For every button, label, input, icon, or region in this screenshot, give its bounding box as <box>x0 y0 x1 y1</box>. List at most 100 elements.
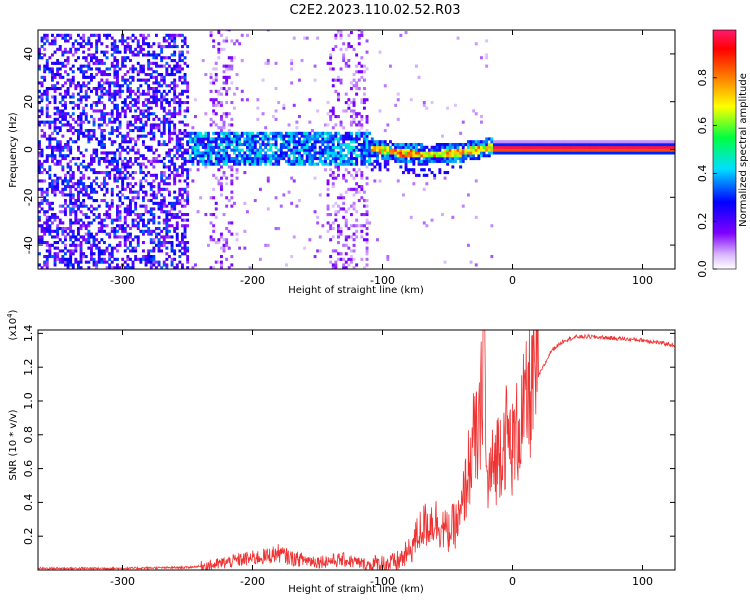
y-tick-label: -20 <box>22 188 35 206</box>
spectrogram-cell <box>607 151 611 155</box>
spectrogram-cell <box>149 112 153 116</box>
spectrogram-cell <box>191 179 195 183</box>
spectrogram-cell <box>363 137 366 141</box>
spectrogram-cell <box>326 151 330 155</box>
spectrogram-cell <box>360 157 364 161</box>
spectrogram-cell <box>274 140 278 144</box>
spectrogram-cell <box>40 112 44 116</box>
spectrogram-cell <box>61 50 65 54</box>
spectrogram-cell <box>602 148 606 152</box>
spectrogram-cell <box>365 204 369 208</box>
spectrogram-cell <box>116 210 119 214</box>
spectrogram-cell <box>220 165 223 169</box>
spectrogram-cell <box>186 182 190 186</box>
spectrogram-cell <box>134 53 138 57</box>
spectrogram-cell <box>201 140 205 144</box>
spectrogram-cell <box>352 249 356 253</box>
spectrogram-cell <box>329 159 333 163</box>
spectrogram-cell <box>298 115 301 119</box>
spectrogram-cell <box>235 162 239 166</box>
spectrogram-cell <box>357 134 361 138</box>
spectrogram-cell <box>308 151 312 155</box>
spectrogram-cell <box>347 42 351 46</box>
spectrogram-cell <box>97 249 101 253</box>
spectrogram-cell <box>386 123 390 127</box>
spectrogram-cell <box>87 207 91 211</box>
spectrogram-cell <box>64 89 67 93</box>
spectrogram-cell <box>142 154 145 158</box>
spectrogram-cell <box>318 235 322 239</box>
spectrogram-cell <box>438 159 442 163</box>
spectrogram-cell <box>79 117 83 121</box>
spectrogram-cell <box>183 134 187 138</box>
spectrogram-cell <box>181 33 184 37</box>
spectrogram-cell <box>417 159 421 163</box>
spectrogram-cell <box>664 140 668 144</box>
spectrogram-cell <box>58 115 62 119</box>
spectrogram-cell <box>433 148 437 152</box>
spectrogram-cell <box>331 106 335 110</box>
spectrogram-cell <box>139 179 143 183</box>
spectrogram-cell <box>269 137 273 141</box>
spectrogram-cell <box>116 215 119 219</box>
spectrogram-cell <box>92 235 96 239</box>
spectrogram-cell <box>230 204 234 208</box>
spectrogram-cell <box>147 33 151 37</box>
spectrogram-cell <box>435 145 439 149</box>
spectrogram-cell <box>412 159 416 163</box>
spectrogram-cell <box>61 193 65 197</box>
spectrogram-cell <box>220 154 223 158</box>
spectrogram-cell <box>157 42 161 46</box>
snr-frame <box>37 329 676 571</box>
spectrogram-cell <box>615 145 619 149</box>
spectrogram-cell <box>152 98 156 102</box>
spectrogram-cell <box>417 162 421 166</box>
spectrogram-cell <box>331 84 335 88</box>
spectrogram-cell <box>204 131 208 135</box>
spectrogram-cell <box>194 115 197 119</box>
spectrogram-cell <box>79 235 83 239</box>
spectrogram-cell <box>386 159 390 163</box>
spectrogram-cell <box>97 159 101 163</box>
spectrogram-cell <box>519 140 522 144</box>
spectrogram-cell <box>165 252 169 256</box>
spectrogram-cell <box>95 89 99 93</box>
spectrogram-cell <box>225 238 229 242</box>
spectrogram-cell <box>433 159 437 163</box>
spectrogram-cell <box>415 157 418 161</box>
spectrogram-cell <box>118 39 122 43</box>
spectrogram-cell <box>149 101 153 105</box>
spectrogram-cell <box>162 162 166 166</box>
spectrogram-cell <box>77 134 80 138</box>
spectrogram-cell <box>149 185 153 189</box>
spectrogram-cell <box>51 75 54 79</box>
spectrogram-cell <box>157 123 161 127</box>
spectrogram-cell <box>217 157 221 161</box>
spectrogram-cell <box>225 196 229 200</box>
spectrogram-cell <box>43 229 47 233</box>
spectrogram-cell <box>482 145 486 149</box>
spectrogram-cell <box>365 238 369 242</box>
spectrogram-cell <box>100 117 104 121</box>
spectrogram-cell <box>578 143 582 147</box>
spectrogram-cell <box>56 117 60 121</box>
spectrogram-cell <box>162 171 166 175</box>
spectrogram-cell <box>508 151 512 155</box>
spectrogram-cell <box>118 145 122 149</box>
spectrogram-cell <box>105 56 109 60</box>
spectrogram-cell <box>212 213 216 217</box>
spectrogram-cell <box>139 168 143 172</box>
spectrogram-cell <box>342 266 346 269</box>
spectrogram-cell <box>532 140 535 144</box>
spectrogram-cell <box>565 145 569 149</box>
spectrogram-cell <box>155 193 158 197</box>
spectrogram-cell <box>53 95 57 99</box>
spectrogram-cell <box>129 59 132 63</box>
spectrogram-cell <box>672 143 675 147</box>
spectrogram-cell <box>386 157 390 161</box>
spectrogram-cell <box>274 109 278 113</box>
spectrogram-cell <box>61 182 65 186</box>
spectrogram-cell <box>168 151 171 155</box>
spectrogram-cell <box>204 143 208 147</box>
spectrogram-cell <box>204 165 208 169</box>
